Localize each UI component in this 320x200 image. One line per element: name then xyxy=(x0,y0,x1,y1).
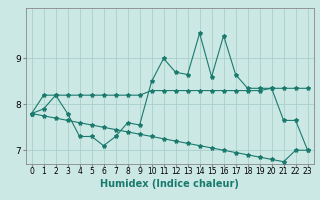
X-axis label: Humidex (Indice chaleur): Humidex (Indice chaleur) xyxy=(100,179,239,189)
